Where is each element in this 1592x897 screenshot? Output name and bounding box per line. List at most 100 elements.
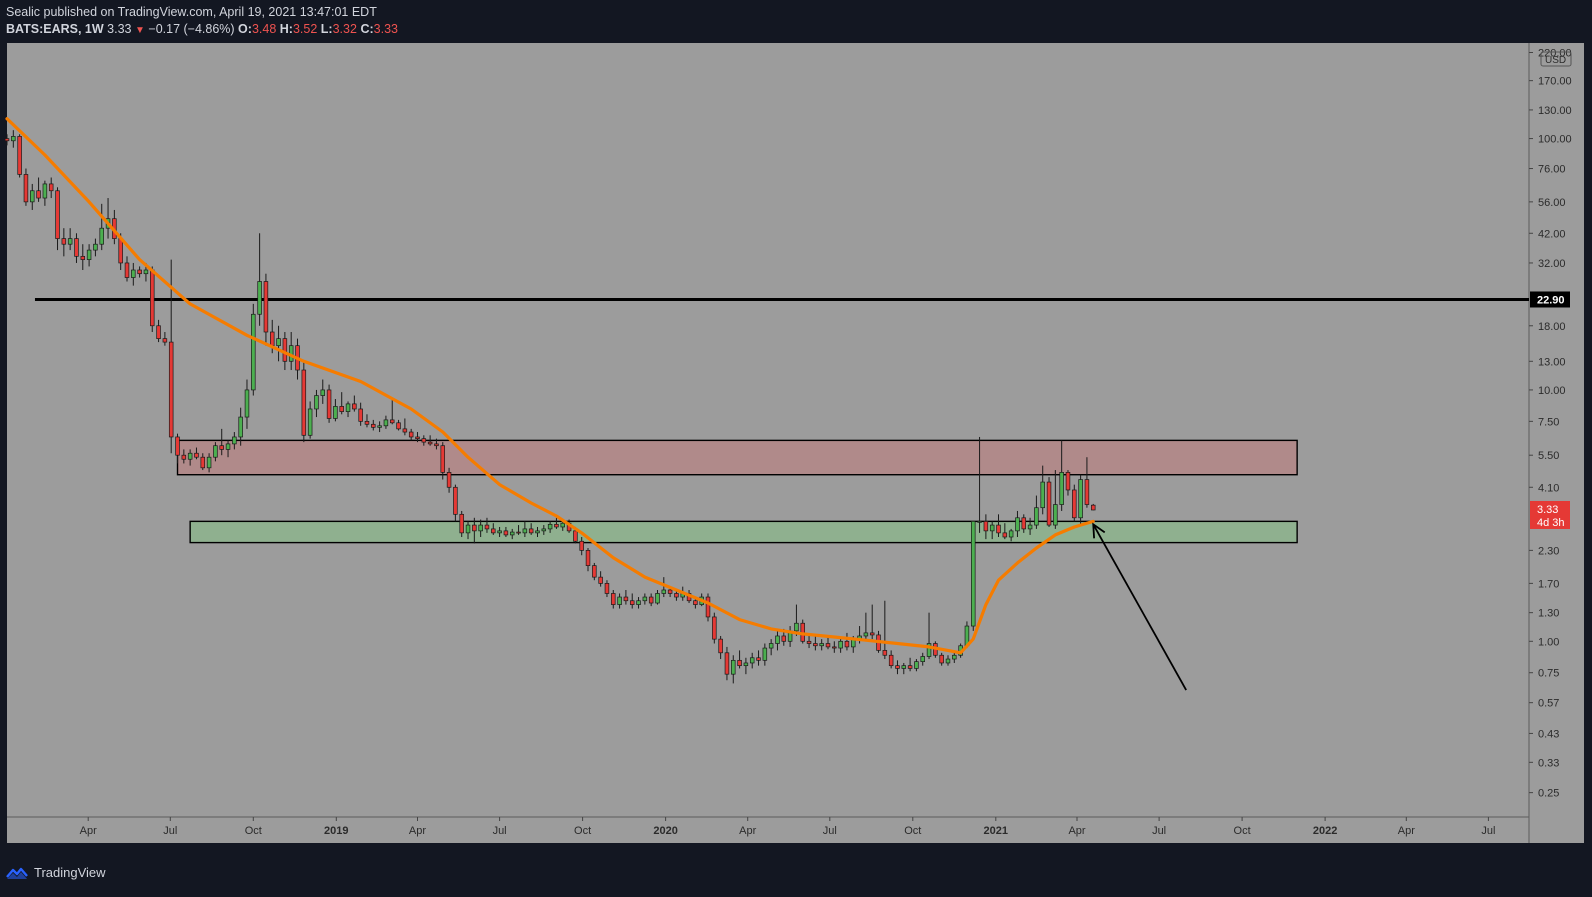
down-arrow-icon: ▼ <box>135 25 145 36</box>
candle <box>440 442 446 480</box>
candle-body <box>459 513 464 534</box>
candle-body <box>440 445 446 473</box>
candle <box>358 402 363 426</box>
y-tick-label: 0.75 <box>1538 668 1559 680</box>
candle <box>276 325 281 362</box>
candle <box>598 571 603 587</box>
candle <box>623 589 629 605</box>
candle-body <box>503 530 509 536</box>
candle-body <box>781 635 787 642</box>
y-tick-label: 5.50 <box>1538 450 1559 462</box>
footer-brand-name: TradingView <box>34 864 106 880</box>
candle <box>1015 510 1020 537</box>
y-tick-label: 100.00 <box>1538 134 1572 146</box>
open-label: O: <box>238 22 252 36</box>
candle-body <box>598 576 603 584</box>
candle-body <box>749 657 755 664</box>
candle <box>1078 474 1083 526</box>
candle <box>705 593 711 622</box>
candle <box>74 233 79 263</box>
candle-body <box>737 659 742 667</box>
candle-body <box>1090 504 1096 511</box>
candle-body <box>1046 481 1052 526</box>
candle <box>1046 477 1052 527</box>
candle <box>516 525 521 535</box>
candle <box>547 521 553 533</box>
candle <box>1002 523 1008 540</box>
candle-body <box>244 389 250 418</box>
symbol-name[interactable]: BATS:EARS, 1W <box>6 22 104 36</box>
candle-body <box>945 658 951 664</box>
candle <box>794 604 799 636</box>
y-tick-label: 1.00 <box>1538 636 1559 648</box>
candle-body <box>364 420 370 425</box>
x-tick-label: Apr <box>739 825 756 837</box>
candle <box>67 228 73 251</box>
candle <box>232 432 237 450</box>
candle-body <box>339 406 344 412</box>
candle-body <box>137 269 142 275</box>
candle <box>314 389 319 418</box>
candle-body <box>23 174 29 203</box>
candle-body <box>118 238 123 264</box>
candle-body <box>642 596 648 602</box>
candle-body <box>623 596 629 602</box>
candle <box>1021 514 1027 533</box>
candle <box>61 228 67 257</box>
candle-body <box>832 646 837 649</box>
candle-body <box>333 406 338 419</box>
candle-body <box>263 281 269 333</box>
candle-body <box>989 524 995 532</box>
candle-body <box>825 643 831 648</box>
candle <box>491 523 496 535</box>
candle-body <box>358 408 363 422</box>
candle-body <box>48 183 54 192</box>
candle <box>1008 528 1014 542</box>
time-axis-background <box>7 817 1529 843</box>
candle <box>168 259 174 454</box>
candle-body <box>143 269 149 275</box>
candle-body <box>93 243 98 251</box>
candle <box>42 180 48 206</box>
candle <box>200 453 206 471</box>
candle <box>415 432 420 443</box>
candle-body <box>421 438 427 443</box>
candle <box>1072 484 1077 522</box>
candle <box>731 655 736 684</box>
candle <box>377 421 382 433</box>
y-tick-label: 0.43 <box>1538 728 1559 740</box>
candle-body <box>926 643 932 657</box>
candle <box>137 266 142 278</box>
candle <box>244 379 250 429</box>
candle <box>131 262 136 286</box>
candle <box>756 650 761 666</box>
candle <box>945 655 951 666</box>
x-tick-label: Apr <box>1068 825 1085 837</box>
candle-body <box>282 338 288 362</box>
candle <box>674 589 679 601</box>
candle <box>825 635 831 650</box>
close-value: 3.33 <box>373 22 398 36</box>
candle-body <box>806 640 812 644</box>
x-tick-label: Apr <box>409 825 426 837</box>
candle-body <box>768 643 774 649</box>
candle <box>320 379 326 404</box>
candle-body <box>888 654 894 667</box>
candle-body <box>427 441 433 445</box>
candle <box>219 428 224 456</box>
candle <box>604 580 610 598</box>
candle-body <box>920 656 925 662</box>
candle <box>150 266 155 333</box>
level-price-badge <box>1530 291 1570 308</box>
low-value: 3.32 <box>332 22 357 36</box>
chart-header: Sealic published on TradingView.com, Apr… <box>6 4 398 39</box>
candle <box>11 130 16 148</box>
candle-body <box>661 589 667 594</box>
candle-body <box>194 452 199 458</box>
candle <box>156 319 161 343</box>
candle <box>36 177 41 202</box>
candle-body <box>453 486 458 515</box>
candle-body <box>383 419 389 427</box>
